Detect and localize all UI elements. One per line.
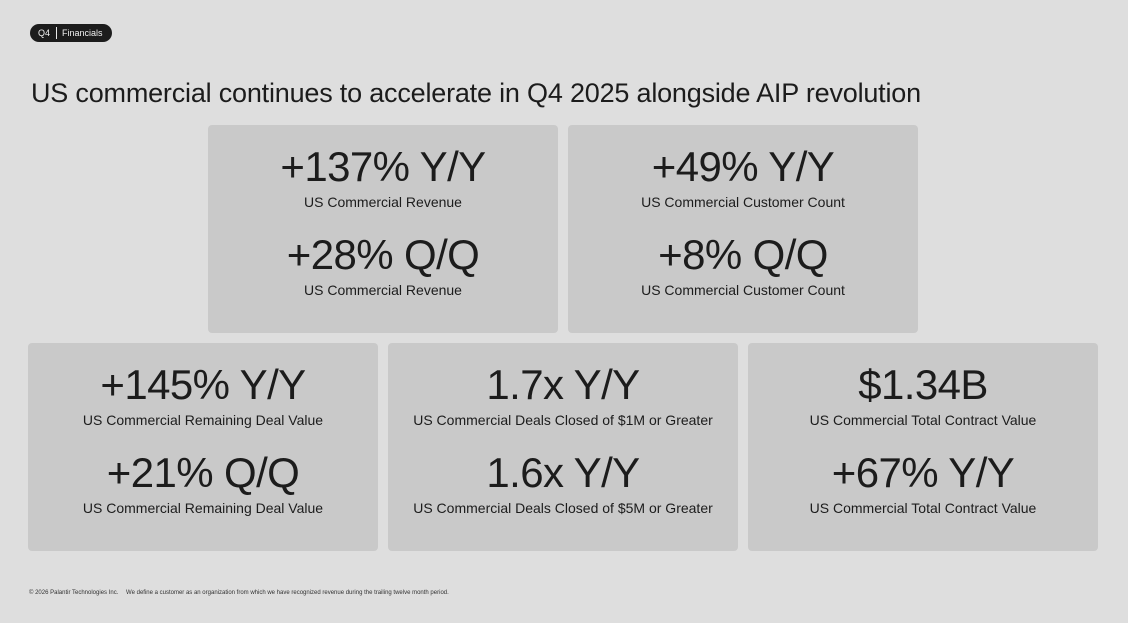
copyright-text: © 2026 Palantir Technologies Inc. <box>29 590 119 596</box>
metric-primary: +145% Y/Y US Commercial Remaining Deal V… <box>28 363 378 429</box>
metric-card-deals-closed: 1.7x Y/Y US Commercial Deals Closed of $… <box>388 343 738 551</box>
metric-label: US Commercial Total Contract Value <box>809 412 1037 428</box>
metric-label: US Commercial Customer Count <box>641 282 845 298</box>
metric-value: +137% Y/Y <box>280 143 486 190</box>
metric-card-customer-count: +49% Y/Y US Commercial Customer Count +8… <box>568 125 918 333</box>
metric-secondary: 1.6x Y/Y US Commercial Deals Closed of $… <box>388 451 738 517</box>
section-badge: Q4 Financials <box>30 24 112 42</box>
metric-secondary: +67% Y/Y US Commercial Total Contract Va… <box>748 451 1098 517</box>
badge-divider <box>56 27 58 39</box>
metric-value: +21% Q/Q <box>106 449 300 496</box>
metric-value: 1.7x Y/Y <box>486 361 640 408</box>
footer: © 2026 Palantir Technologies Inc. We def… <box>29 590 449 596</box>
quarter-label: Q4 <box>38 28 51 38</box>
metric-label: US Commercial Revenue <box>304 194 462 210</box>
metric-secondary: +21% Q/Q US Commercial Remaining Deal Va… <box>28 451 378 517</box>
metric-primary: +137% Y/Y US Commercial Revenue <box>208 145 558 211</box>
section-label: Financials <box>62 28 103 38</box>
metric-label: US Commercial Remaining Deal Value <box>82 500 324 516</box>
metric-value: +8% Q/Q <box>658 231 828 278</box>
metric-label: US Commercial Deals Closed of $5M or Gre… <box>413 500 713 516</box>
metric-primary: 1.7x Y/Y US Commercial Deals Closed of $… <box>388 363 738 429</box>
metric-value: +49% Y/Y <box>651 143 835 190</box>
metric-label: US Commercial Deals Closed of $1M or Gre… <box>413 412 713 428</box>
metric-secondary: +28% Q/Q US Commercial Revenue <box>208 233 558 299</box>
metric-label: US Commercial Remaining Deal Value <box>82 412 324 428</box>
metric-secondary: +8% Q/Q US Commercial Customer Count <box>568 233 918 299</box>
slide-title: US commercial continues to accelerate in… <box>31 78 921 108</box>
metric-card-remaining-deal-value: +145% Y/Y US Commercial Remaining Deal V… <box>28 343 378 551</box>
metric-value: +145% Y/Y <box>100 361 306 408</box>
metric-label: US Commercial Customer Count <box>641 194 845 210</box>
metric-primary: $1.34B US Commercial Total Contract Valu… <box>748 363 1098 429</box>
metric-card-revenue: +137% Y/Y US Commercial Revenue +28% Q/Q… <box>208 125 558 333</box>
metric-label: US Commercial Revenue <box>304 282 462 298</box>
metric-value: +28% Q/Q <box>286 231 480 278</box>
metric-card-total-contract-value: $1.34B US Commercial Total Contract Valu… <box>748 343 1098 551</box>
metric-value: +67% Y/Y <box>831 449 1015 496</box>
footnote-text: We define a customer as an organization … <box>126 590 449 596</box>
metric-primary: +49% Y/Y US Commercial Customer Count <box>568 145 918 211</box>
metric-value: 1.6x Y/Y <box>486 449 640 496</box>
metric-label: US Commercial Total Contract Value <box>809 500 1037 516</box>
metric-value: $1.34B <box>858 361 988 408</box>
